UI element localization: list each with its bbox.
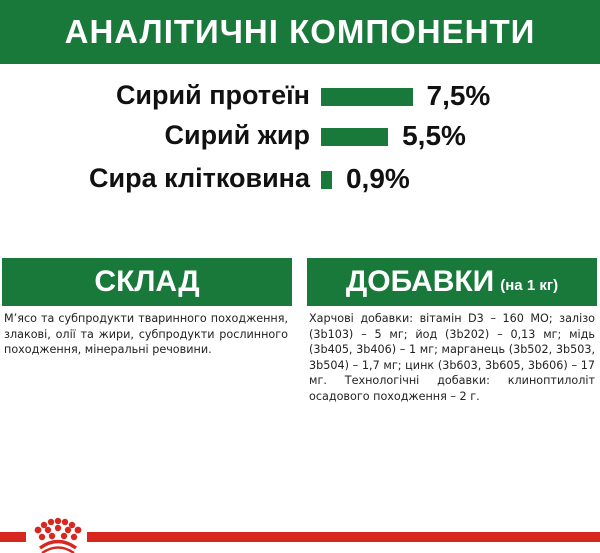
analytics-label: Сира клітковина — [89, 163, 310, 193]
composition-header: СКЛАД — [2, 258, 292, 306]
footer-red-line — [87, 532, 600, 542]
analytics-row-fat: Сирий жир 5,5% — [0, 120, 600, 154]
analytics-bar — [321, 171, 332, 189]
analytics-value: 5,5% — [402, 120, 466, 151]
additives-text: Харчові добавки: вітамін D3 – 160 МО; за… — [309, 312, 595, 403]
additives-title-suffix: (на 1 кг) — [500, 276, 559, 294]
composition-text: М’ясо та субпродукти тваринного походжен… — [4, 312, 288, 356]
analytics-header: АНАЛІТИЧНІ КОМПОНЕНТИ — [0, 0, 600, 64]
analytics-label: Сирий жир — [164, 120, 310, 150]
royal-canin-crown-icon — [34, 517, 82, 553]
analytics-row-protein: Сирий протеїн 7,5% — [0, 80, 600, 114]
additives-header: ДОБАВКИ (на 1 кг) — [307, 258, 597, 306]
analytics-value: 0,9% — [345, 163, 410, 194]
footer-red-line — [0, 532, 26, 542]
analytics-label: Сирий протеїн — [115, 80, 310, 110]
analytics-row-fibre: Сира клітковина 0,9% — [0, 163, 600, 197]
analytics-bar — [321, 88, 413, 106]
analytics-bar — [321, 128, 389, 146]
analytics-value: 7,5% — [426, 80, 491, 111]
additives-title: ДОБАВКИ — [345, 265, 495, 298]
